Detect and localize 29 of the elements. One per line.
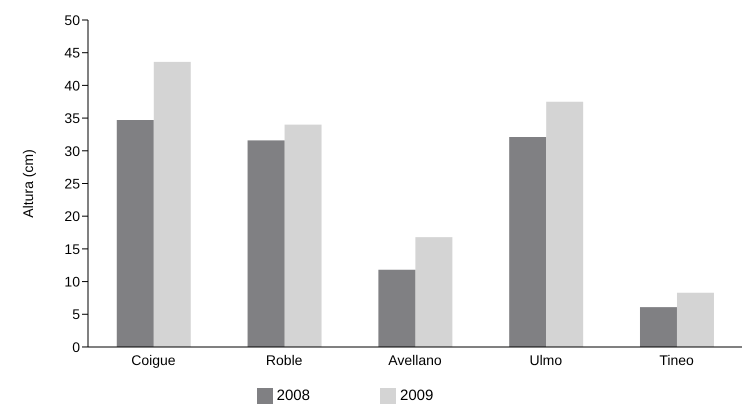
y-tick-label: 40: [64, 77, 80, 94]
y-tick-label: 35: [64, 110, 80, 126]
bar: [116, 120, 154, 347]
y-tick-label: 5: [72, 306, 80, 322]
y-tick-label: 10: [64, 274, 80, 290]
x-tick-label: Coigue: [131, 352, 176, 368]
y-tick-label: 20: [64, 208, 80, 224]
legend-label: 2008: [276, 386, 310, 404]
y-tick-label: 25: [64, 175, 80, 192]
bar: [640, 307, 677, 347]
bar: [546, 102, 584, 347]
x-tick-label: Tineo: [659, 352, 694, 368]
x-tick-label: Avellano: [388, 352, 442, 368]
bar: [248, 140, 285, 347]
y-tick-label: 15: [64, 240, 80, 257]
bar: [154, 62, 191, 347]
legend-label: 2009: [400, 386, 434, 404]
y-tick-label: 30: [64, 142, 80, 159]
bar: [676, 292, 714, 347]
bar: [509, 137, 546, 347]
bar: [415, 237, 452, 347]
y-axis-title: Altura (cm): [20, 149, 36, 218]
y-tick-label: 45: [64, 44, 80, 61]
y-tick-label: 0: [72, 338, 80, 355]
x-tick-label: Roble: [266, 352, 303, 368]
bar: [378, 270, 416, 347]
x-tick-label: Ulmo: [529, 352, 562, 368]
y-tick-label: 50: [64, 12, 80, 28]
bar: [284, 124, 322, 347]
